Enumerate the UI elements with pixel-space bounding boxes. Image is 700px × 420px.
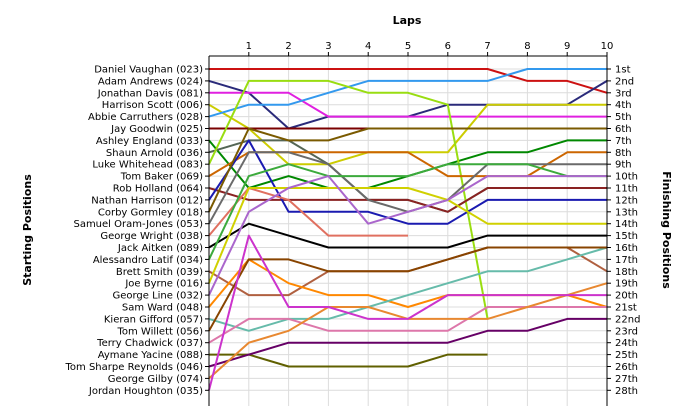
finishing-label: 10th [615,172,638,183]
starting-labels: Daniel Vaughan (023)Adam Andrews (024)Jo… [65,65,204,397]
series-line-17 [208,163,607,260]
starting-label: Tom Baker (069) [120,172,203,183]
finishing-label: 17th [615,255,638,266]
series-line-1 [209,68,608,94]
finishing-label: 20th [615,291,638,302]
finishing-label: 7th [615,136,632,147]
starting-label: George Gilby (074) [108,374,203,385]
finishing-label: 23rd [615,326,638,337]
finishing-label: 22nd [615,314,640,325]
x-tick-label: 8 [524,41,530,52]
finishing-label: 3rd [615,88,632,99]
series-line-16 [208,222,607,249]
finishing-label: 6th [615,124,632,135]
chart-title: Laps [393,14,422,27]
starting-label: Nathan Harrison (012) [91,195,203,206]
series-line-24 [208,306,607,344]
starting-label: Tom Willett (056) [116,326,203,337]
series-line-3 [209,91,607,118]
starting-label: Brett Smith (039) [116,267,203,278]
starting-label: Alessandro Latif (034) [93,255,203,266]
starting-label: Adam Andrews (024) [98,76,203,87]
series-line-19 [208,187,607,284]
left-axis-label: Starting Positions [21,174,34,286]
finishing-label: 5th [615,112,632,123]
finishing-label: 9th [615,160,632,171]
x-tick-label: 7 [484,41,490,52]
starting-label: Shaun Arnold (036) [106,148,203,159]
finishing-label: 11th [615,184,638,195]
starting-label: Tom Sharpe Reynolds (046) [65,362,204,373]
starting-label: Jordan Houghton (035) [88,386,203,397]
finishing-label: 2nd [615,76,634,87]
finishing-label: 21st [615,303,637,314]
starting-label: Harrison Scott (006) [102,100,203,111]
x-tick-label: 2 [285,41,291,52]
starting-label: Jay Goodwin (025) [110,124,203,135]
series-line-11 [208,187,607,213]
finishing-label: 28th [615,386,638,397]
series-line-28 [208,234,607,391]
finishing-label: 8th [615,148,632,159]
starting-label: Aymane Yacine (088) [98,350,203,361]
starting-label: Jack Aitken (089) [117,243,203,254]
finishing-label: 13th [615,207,638,218]
position-lines [208,68,608,391]
starting-label: Abbie Carruthers (028) [88,112,203,123]
starting-label: Joe Byrne (016) [124,279,203,290]
finishing-label: 15th [615,231,638,242]
series-line-5 [208,68,607,118]
finishing-label: 27th [615,374,638,385]
finishing-label: 12th [615,195,638,206]
finishing-label: 26th [615,362,638,373]
starting-label: George Line (032) [112,291,203,302]
starting-label: Rob Holland (064) [113,184,203,195]
x-tick-label: 6 [445,41,451,52]
finishing-label: 1st [615,65,631,76]
series-line-15 [208,187,408,237]
x-tick-labels: 1 2 3 4 5 6 7 8 9 10 [246,41,614,52]
series-line-26 [208,317,607,368]
x-tick-label: 4 [365,41,371,52]
chart-axes [205,52,611,406]
starting-label: Corby Gormley (018) [98,207,203,218]
finishing-label: 24th [615,338,638,349]
x-tick-label: 5 [405,41,411,52]
x-tick-label: 1 [246,41,252,52]
starting-label: Luke Whitehead (083) [92,160,203,171]
series-line-9 [208,79,489,320]
finishing-label: 4th [615,100,632,111]
series-line-13 [208,127,607,213]
finishing-label: 19th [615,279,638,290]
starting-label: Sam Ward (048) [122,303,203,314]
finishing-label: 25th [615,350,638,361]
starting-label: George Wright (038) [100,231,203,242]
x-tick-label: 3 [325,41,331,52]
x-tick-label: 9 [564,41,570,52]
starting-label: Jonathan Davis (081) [97,88,203,99]
series-line-22 [208,246,608,332]
finishing-label: 18th [615,267,638,278]
x-tick-label: 10 [601,41,614,52]
starting-label: Terry Chadwick (037) [96,338,203,349]
starting-label: Kieran Gifford (057) [104,314,203,325]
series-line-20 [208,175,607,296]
finishing-label: 14th [615,219,638,230]
starting-label: Samuel Oram-Jones (053) [73,219,203,230]
right-axis-label: Finishing Positions [660,171,673,289]
series-line-25 [209,353,488,368]
finishing-label: 16th [615,243,638,254]
series-line-23 [208,246,607,332]
chart-grid [209,56,608,406]
starting-label: Ashley England (033) [96,136,203,147]
starting-label: Daniel Vaughan (023) [94,65,203,76]
finishing-labels: 1st2nd3rd4th5th6th7th8th9th10th11th12th1… [615,65,640,397]
